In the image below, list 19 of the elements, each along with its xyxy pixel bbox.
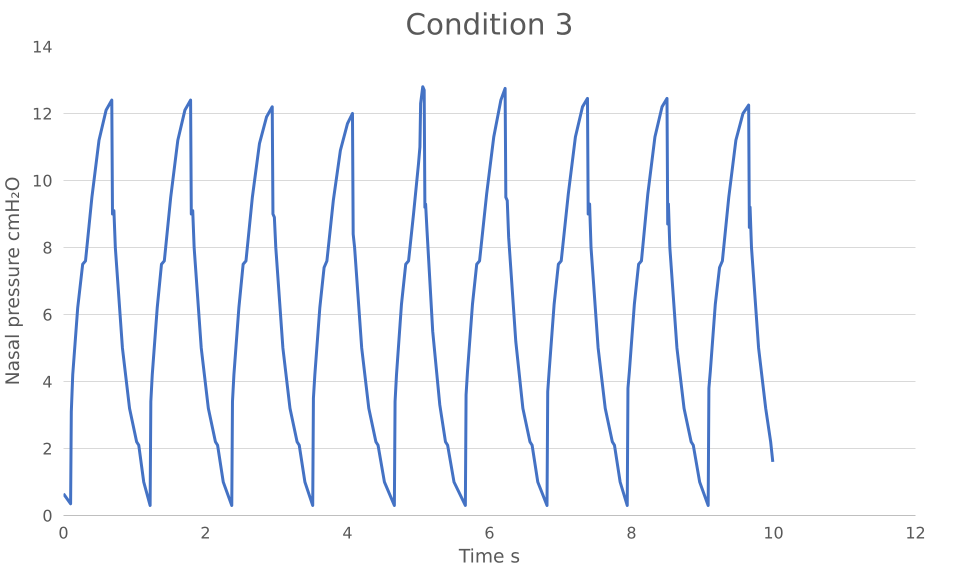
y-tick-label: 12 — [32, 104, 52, 124]
y-tick-label: 2 — [42, 440, 53, 458]
x-tick-label: 12 — [905, 524, 926, 542]
x-tick-label: 0 — [58, 524, 69, 542]
line-series — [64, 85, 774, 507]
x-tick-label: 10 — [763, 524, 784, 542]
y-tick-label: 4 — [42, 372, 53, 392]
y-axis-title: Nasal pressure cmH₂O — [3, 176, 24, 386]
y-tick-label: 6 — [42, 306, 53, 324]
y-tick-label: 10 — [32, 172, 52, 190]
x-tick-label: 4 — [342, 524, 353, 542]
x-tick-label: 8 — [626, 524, 637, 542]
x-axis-title: Time s — [458, 546, 520, 568]
x-tick-label: 6 — [484, 524, 495, 542]
y-tick-label: 14 — [32, 38, 52, 56]
y-tick-label: 8 — [42, 238, 53, 258]
chart-title: Condition 3 — [406, 8, 574, 42]
y-tick-label: 0 — [42, 506, 53, 526]
x-tick-label: 2 — [200, 524, 211, 542]
